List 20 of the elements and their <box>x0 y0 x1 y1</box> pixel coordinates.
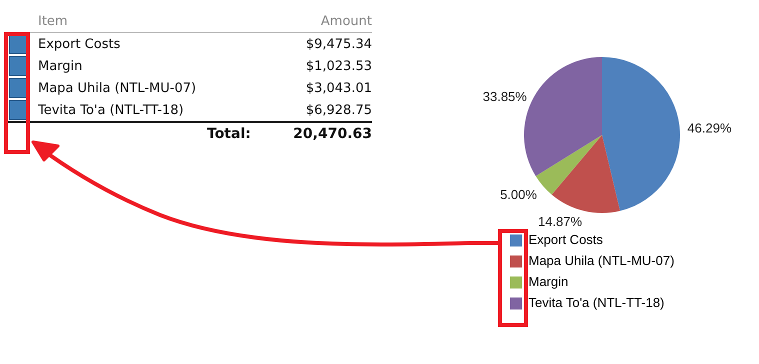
text: 20,470.63 <box>292 125 372 144</box>
category-label: Mapa Uhila (NTL-MU-07) <box>38 80 198 98</box>
legend-label: Mapa Uhila (NTL-MU-07) <box>528 253 674 268</box>
data-label: $9,475.34 <box>304 36 372 54</box>
data-label: $6,928.75 <box>304 102 372 120</box>
data-label: $3,043.01 <box>304 80 372 98</box>
category-label: Export Costs <box>38 36 122 54</box>
text: Item <box>38 12 69 30</box>
data-label: 5.00% <box>500 186 538 202</box>
category-label: Tevita To'a (NTL-TT-18) <box>38 102 185 120</box>
data-label: 33.85% <box>482 88 528 104</box>
legend-label: Margin <box>528 274 568 290</box>
text: Amount <box>320 12 372 30</box>
data-label: 14.87% <box>538 214 583 230</box>
data-label: $1,023.53 <box>304 58 372 76</box>
data-label: 46.29% <box>687 120 732 136</box>
text: Total: <box>206 125 252 144</box>
legend-label: Export Costs <box>528 232 604 248</box>
category-label: Margin <box>38 58 84 76</box>
legend-label: Tevita To'a (NTL-TT-18) <box>528 295 664 310</box>
